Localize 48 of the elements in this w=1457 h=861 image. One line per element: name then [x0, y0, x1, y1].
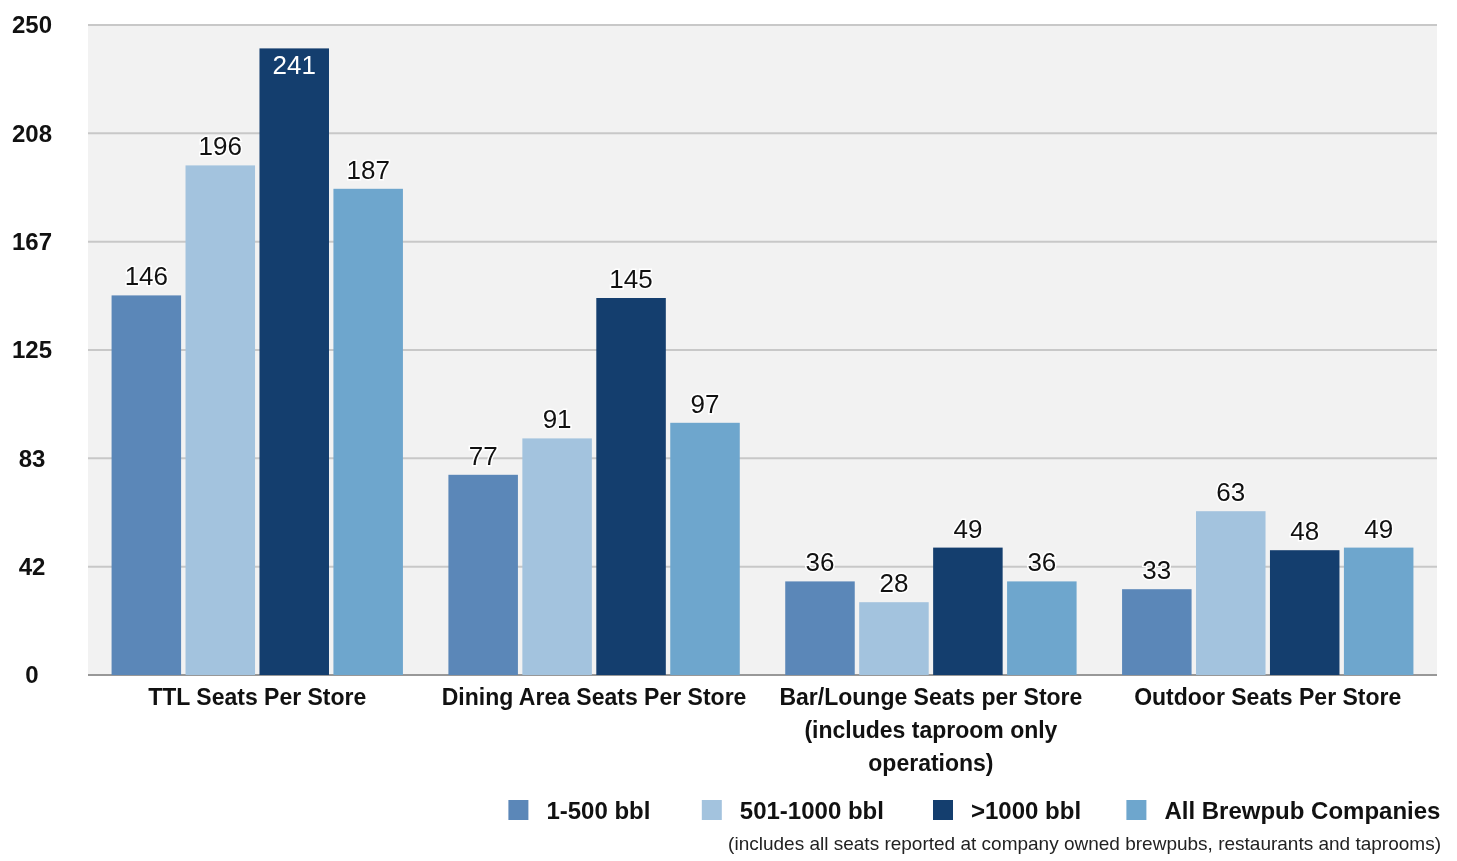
y-tick-label: 250: [11, 11, 53, 39]
bar: [333, 188, 403, 675]
y-tick-label: 208: [11, 119, 53, 147]
data-label: 49: [1364, 513, 1394, 544]
bar: [933, 547, 1003, 675]
data-label: 91: [542, 404, 572, 435]
legend-label: 1-500 bbl: [546, 797, 651, 825]
data-label: 49: [953, 513, 983, 544]
bar: [1122, 589, 1192, 675]
bar: [1007, 581, 1077, 675]
x-tick-label: Outdoor Seats Per Store: [1134, 684, 1402, 710]
bar: [1196, 511, 1266, 675]
bar: [596, 298, 666, 675]
legend-label: 501-1000 bbl: [739, 797, 884, 825]
data-label: 196: [198, 131, 242, 162]
data-label: 77: [468, 440, 498, 471]
x-tick-label: Dining Area Seats Per Store: [441, 684, 747, 710]
data-label: 48: [1290, 516, 1320, 547]
data-label: 36: [805, 547, 835, 578]
y-tick-label: 125: [11, 336, 53, 364]
y-tick-label: 0: [25, 661, 39, 689]
y-tick-label: 83: [18, 444, 46, 472]
legend-label: >1000 bbl: [971, 797, 1082, 825]
data-label: 241: [272, 50, 316, 81]
data-label: 33: [1142, 555, 1172, 586]
bar: [1269, 550, 1340, 675]
data-label: 28: [879, 568, 909, 599]
data-label: 146: [124, 261, 169, 292]
data-label: 97: [690, 388, 720, 419]
data-label: 187: [346, 154, 390, 185]
bar: [185, 165, 256, 675]
bar: [1343, 547, 1414, 675]
bar: [522, 438, 592, 675]
x-tick-label: Bar/Lounge Seats per Store (includes taproom only operations): [779, 684, 1083, 776]
text: (includes all seats reported at company owned brewpubs, restaurants and taprooms): [728, 833, 1441, 854]
bar: [670, 422, 740, 675]
bar: [448, 474, 518, 675]
data-label: 36: [1027, 547, 1057, 578]
y-tick-label: 167: [11, 228, 53, 256]
data-label: 63: [1216, 477, 1246, 508]
bar: [111, 295, 182, 675]
legend-label: All Brewpub Companies: [1164, 797, 1441, 825]
bar: [859, 602, 929, 675]
bar: [259, 48, 329, 675]
x-tick-label: TTL Seats Per Store: [148, 684, 367, 710]
y-tick-label: 42: [18, 553, 46, 581]
bar: [785, 581, 855, 675]
data-label: 145: [609, 264, 653, 294]
